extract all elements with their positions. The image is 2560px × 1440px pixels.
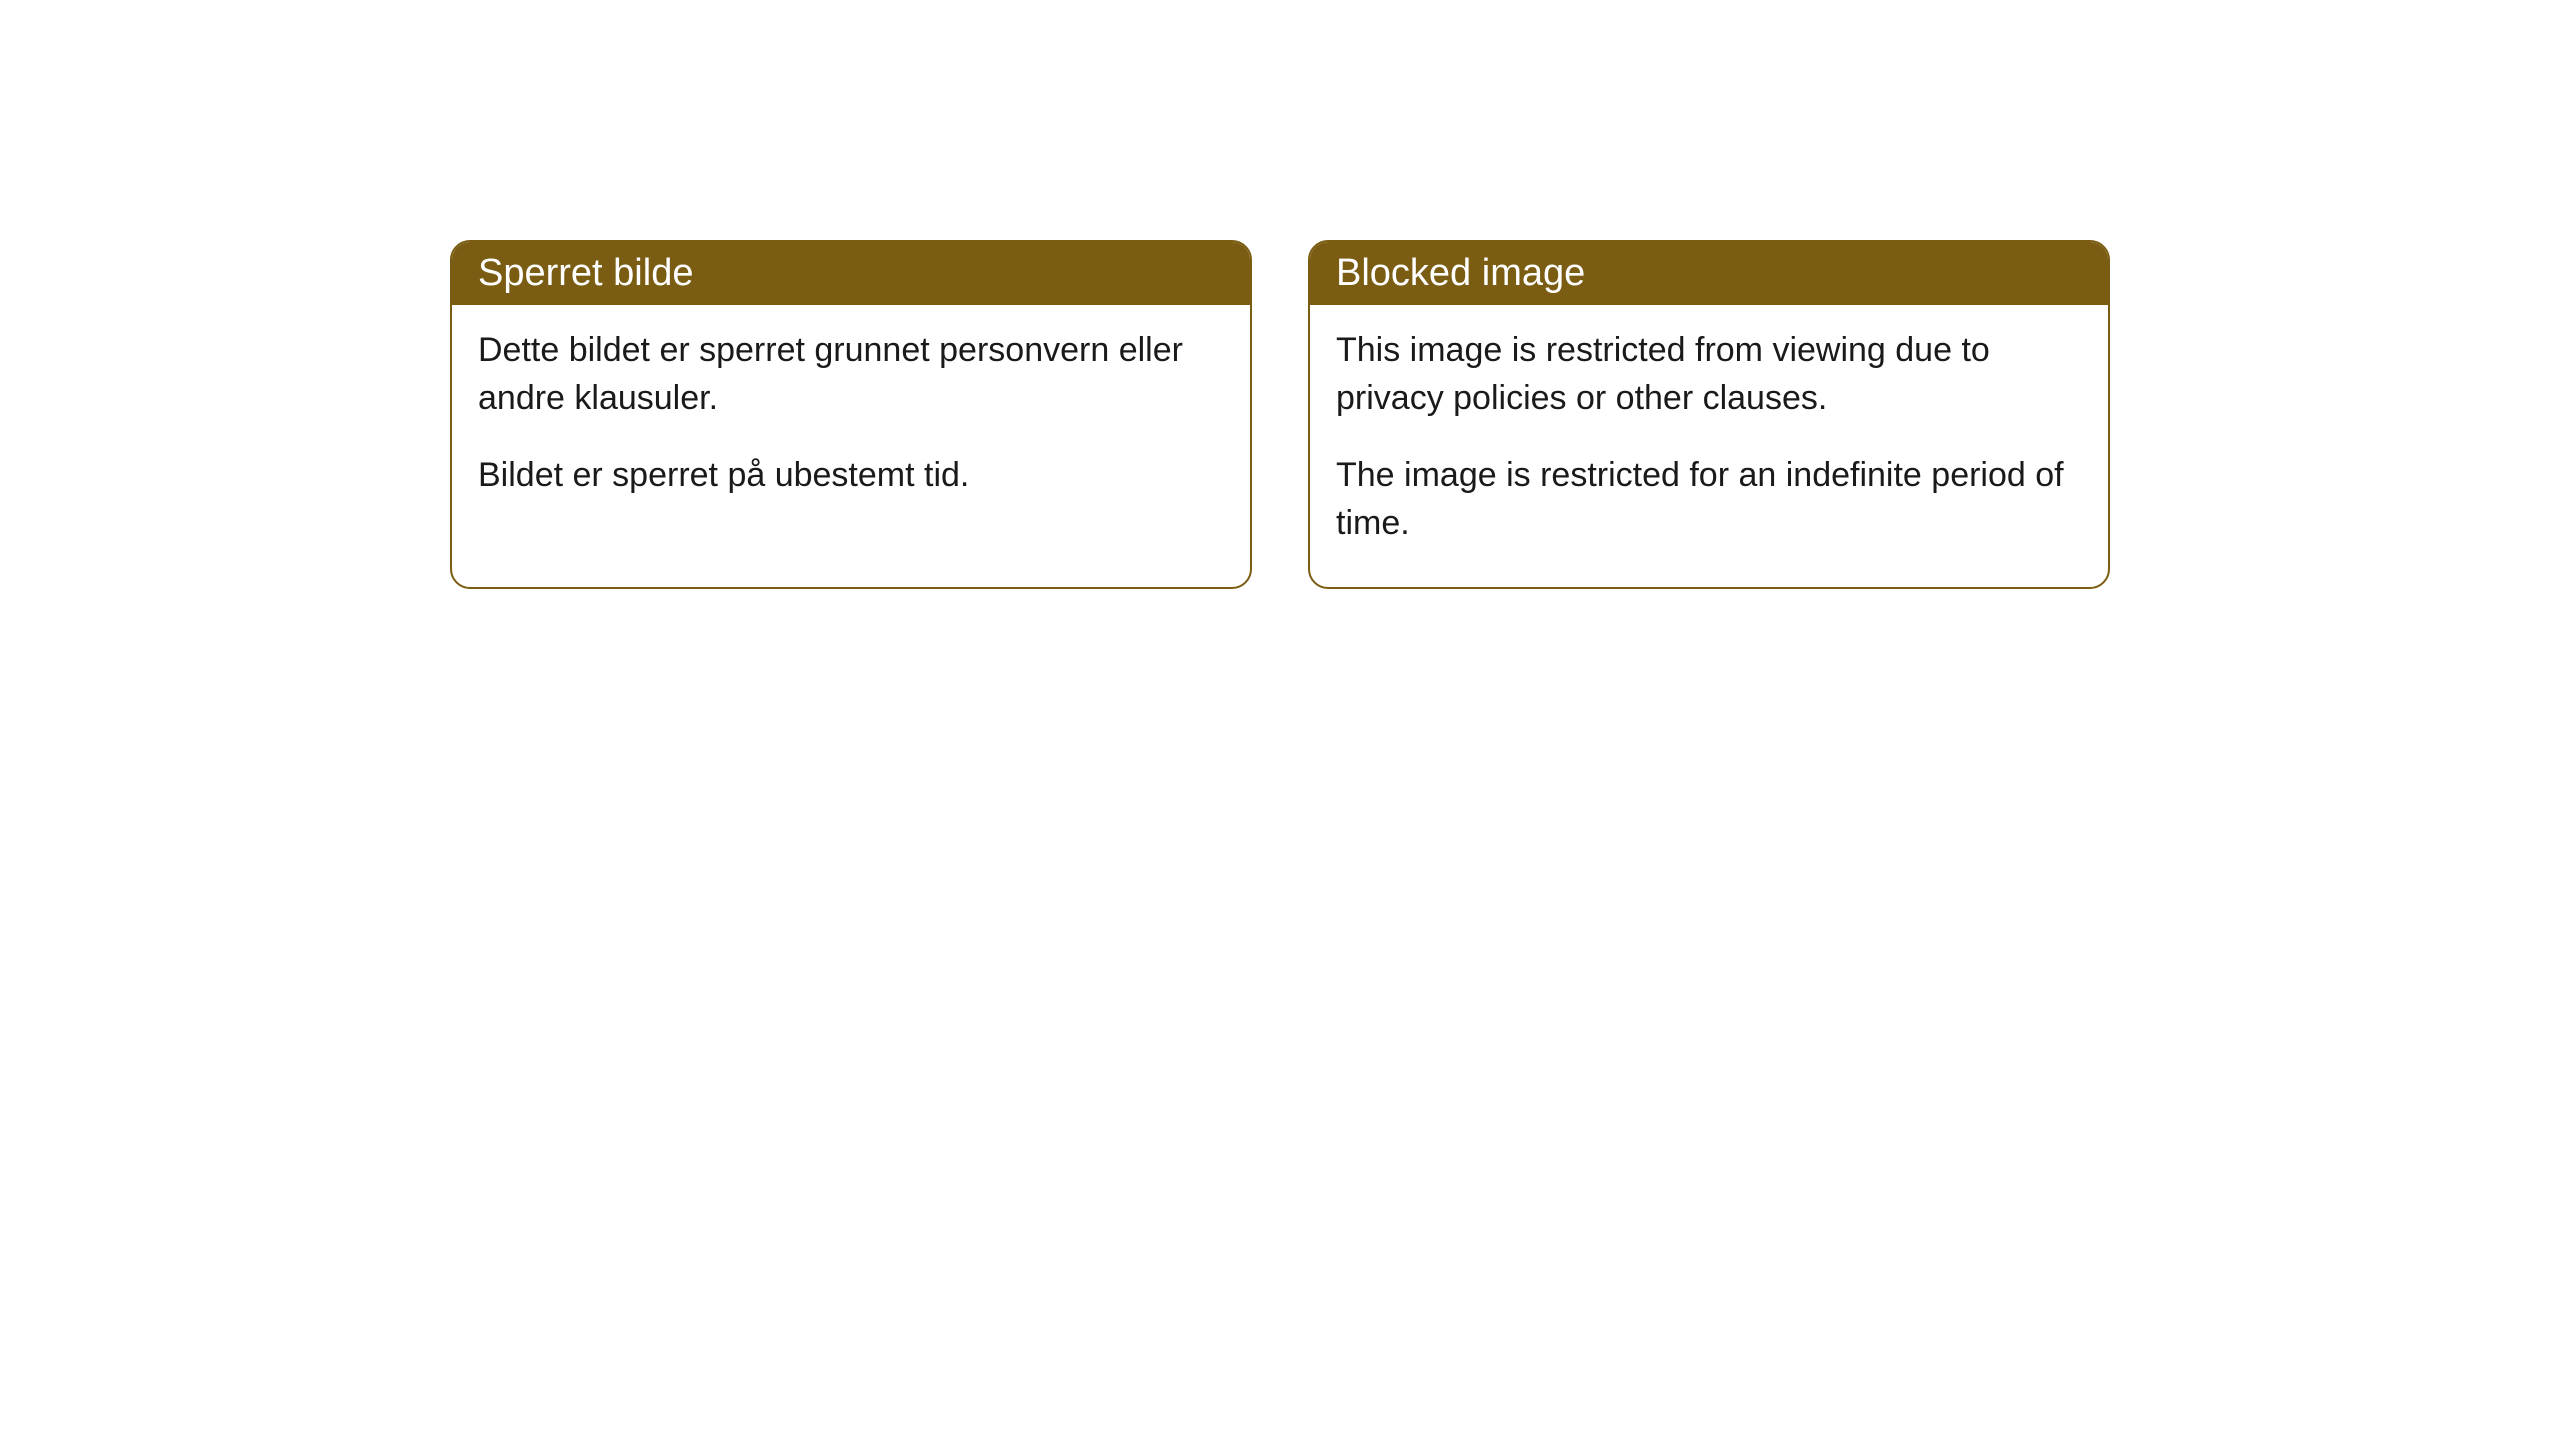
card-paragraph: Bildet er sperret på ubestemt tid. [478,452,1224,500]
blocked-image-card-english: Blocked image This image is restricted f… [1308,240,2110,589]
card-body: This image is restricted from viewing du… [1310,305,2108,587]
card-body: Dette bildet er sperret grunnet personve… [452,305,1250,540]
card-paragraph: Dette bildet er sperret grunnet personve… [478,327,1224,422]
cards-container: Sperret bilde Dette bildet er sperret gr… [450,240,2110,589]
card-header: Blocked image [1310,242,2108,305]
card-title: Sperret bilde [478,252,693,294]
blocked-image-card-norwegian: Sperret bilde Dette bildet er sperret gr… [450,240,1252,589]
card-title: Blocked image [1336,252,1585,294]
card-paragraph: The image is restricted for an indefinit… [1336,452,2082,547]
card-paragraph: This image is restricted from viewing du… [1336,327,2082,422]
card-header: Sperret bilde [452,242,1250,305]
